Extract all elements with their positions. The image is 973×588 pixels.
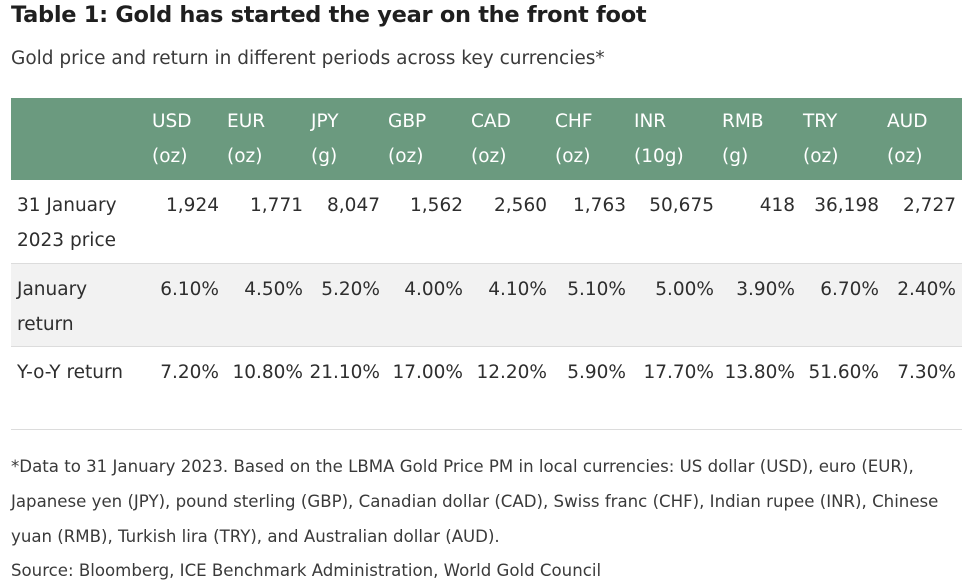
header-corner [11,98,150,180]
currency-unit: (oz) [555,146,591,167]
table-cell: 2,560 [494,195,547,216]
table-cell: 6.10% [160,278,219,300]
table-cell: 7.30% [897,361,956,383]
table-cell: 5.90% [567,361,626,383]
table-cell: 10.80% [232,361,303,383]
table-cell: 21.10% [309,361,380,383]
column-header: JPY (g) [309,98,386,180]
column-header: EUR (oz) [225,98,309,180]
table-cell: 1,924 [166,195,219,216]
currency-unit: (oz) [388,146,424,167]
table-cell: 4.50% [244,278,303,300]
table-cell: 2,727 [903,195,956,216]
currency-code: JPY [311,111,339,132]
currency-unit: (oz) [152,146,188,167]
column-header: GBP (oz) [386,98,469,180]
table-cell: 8,047 [327,195,380,216]
column-header: CHF (oz) [553,98,632,180]
currency-code: CAD [471,111,511,132]
table-cell: 51.60% [808,361,879,383]
column-header: AUD (oz) [885,98,962,180]
currency-unit: (10g) [634,146,684,167]
table-cell: 17.70% [643,361,714,383]
currency-unit: (g) [722,146,749,167]
table-row-january-return: January return 6.10% 4.50% 5.20% 4.00% 4… [11,263,962,346]
column-header: TRY (oz) [801,98,885,180]
table-cell: 1,763 [573,195,626,216]
table-cell: 5.00% [655,278,714,300]
currency-code: TRY [803,111,838,132]
row-label: January return [17,278,88,335]
currency-code: RMB [722,111,764,132]
row-label: Y-o-Y return [17,361,124,383]
currency-code: USD [152,111,192,132]
table-cell: 12.20% [476,361,547,383]
table-cell: 50,675 [649,195,714,216]
column-header: USD (oz) [150,98,225,180]
currency-unit: (oz) [803,146,839,167]
currency-code: GBP [388,111,427,132]
table-cell: 1,562 [410,195,463,216]
row-label: 31 January 2023 price [17,195,117,251]
table-row-price: 31 January 2023 price 1,924 1,771 8,047 … [11,180,962,263]
table-cell: 3.90% [736,278,795,300]
table-cell: 5.20% [321,278,380,300]
currency-unit: (oz) [471,146,507,167]
table-cell: 17.00% [392,361,463,383]
table-cell: 36,198 [814,195,879,216]
table-subtitle: Gold price and return in different perio… [11,48,605,69]
table-cell: 4.00% [404,278,463,300]
column-header: INR (10g) [632,98,720,180]
currency-code: INR [634,111,667,132]
table-cell: 5.10% [567,278,626,300]
table-cell: 4.10% [488,278,547,300]
table-cell: 2.40% [897,278,956,300]
column-header: CAD (oz) [469,98,553,180]
currency-unit: (g) [311,146,338,167]
column-header: RMB (g) [720,98,801,180]
header-row: USD (oz) EUR (oz) JPY (g) GBP (oz) CAD (oz) C… [11,98,962,180]
table-title: Table 1: Gold has started the year on th… [11,2,647,28]
currency-unit: (oz) [887,146,923,167]
source-note: Source: Bloomberg, ICE Benchmark Adminis… [11,561,602,580]
table-cell: 7.20% [160,361,219,383]
table-cell: 1,771 [250,195,303,216]
currency-unit: (oz) [227,146,263,167]
table-row-yoy-return: Y-o-Y return 7.20% 10.80% 21.10% 17.00% … [11,346,962,429]
gold-price-table: USD (oz) EUR (oz) JPY (g) GBP (oz) CAD (oz) C… [11,98,962,430]
currency-code: CHF [555,111,593,132]
footnote: *Data to 31 January 2023. Based on the L… [11,457,939,546]
table-cell: 418 [759,195,795,216]
currency-code: EUR [227,111,266,132]
table-cell: 13.80% [724,361,795,383]
table-cell: 6.70% [820,278,879,300]
currency-code: AUD [887,111,928,132]
